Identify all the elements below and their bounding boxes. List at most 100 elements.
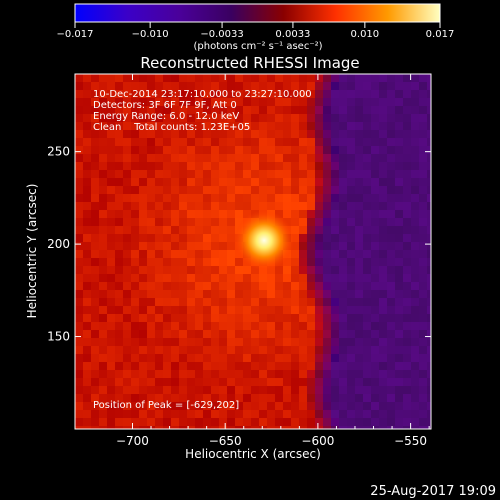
- heatmap-cell: [411, 330, 419, 338]
- heatmap-cell: [115, 274, 123, 282]
- heatmap-cell: [131, 202, 139, 210]
- heatmap-cell: [323, 170, 331, 178]
- heatmap-cell: [331, 394, 339, 402]
- heatmap-cell: [219, 418, 227, 426]
- heatmap-cell: [235, 378, 243, 386]
- heatmap-cell: [315, 98, 323, 106]
- heatmap-cell: [227, 170, 235, 178]
- heatmap-cell: [403, 242, 411, 250]
- heatmap-cell: [235, 306, 243, 314]
- heatmap-cell: [283, 98, 291, 106]
- heatmap-cell: [299, 290, 307, 298]
- heatmap-cell: [75, 362, 83, 370]
- heatmap-cell: [123, 202, 131, 210]
- heatmap-cell: [123, 162, 131, 170]
- heatmap-cell: [379, 170, 387, 178]
- heatmap-cell: [219, 266, 227, 274]
- heatmap-cell: [403, 290, 411, 298]
- heatmap-cell: [123, 194, 131, 202]
- heatmap-cell: [155, 218, 163, 226]
- heatmap-cell: [363, 378, 371, 386]
- heatmap-cell: [371, 90, 379, 98]
- y-tick-label: 250: [47, 145, 70, 159]
- heatmap-cell: [163, 202, 171, 210]
- heatmap-cell: [339, 394, 347, 402]
- heatmap-cell: [307, 218, 315, 226]
- heatmap-cell: [355, 354, 363, 362]
- heatmap-cell: [299, 154, 307, 162]
- heatmap-cell: [275, 322, 283, 330]
- heatmap-cell: [355, 242, 363, 250]
- heatmap-cell: [179, 186, 187, 194]
- heatmap-cell: [299, 346, 307, 354]
- heatmap-cell: [355, 386, 363, 394]
- heatmap-cell: [179, 330, 187, 338]
- heatmap-cell: [203, 138, 211, 146]
- heatmap-cell: [91, 354, 99, 362]
- heatmap-cell: [307, 138, 315, 146]
- heatmap-cell: [355, 98, 363, 106]
- heatmap-cell: [195, 162, 203, 170]
- heatmap-cell: [275, 418, 283, 426]
- heatmap-cell: [387, 306, 395, 314]
- heatmap-cell: [323, 218, 331, 226]
- heatmap-cell: [427, 178, 431, 186]
- heatmap-cell: [123, 322, 131, 330]
- heatmap-cell: [131, 362, 139, 370]
- heatmap-cell: [227, 282, 235, 290]
- heatmap-cell: [307, 226, 315, 234]
- heatmap-cell: [115, 298, 123, 306]
- heatmap-cell: [91, 170, 99, 178]
- heatmap-cell: [299, 138, 307, 146]
- heatmap-cell: [107, 362, 115, 370]
- heatmap-cell: [267, 282, 275, 290]
- heatmap-cell: [243, 114, 251, 122]
- heatmap-cell: [379, 226, 387, 234]
- heatmap-cell: [163, 362, 171, 370]
- heatmap-cell: [107, 242, 115, 250]
- heatmap-cell: [275, 194, 283, 202]
- heatmap-cell: [267, 202, 275, 210]
- heatmap-cell: [107, 338, 115, 346]
- heatmap-cell: [307, 298, 315, 306]
- heatmap-cell: [427, 82, 431, 90]
- heatmap-cell: [331, 218, 339, 226]
- heatmap-cell: [195, 274, 203, 282]
- heatmap-cell: [355, 74, 363, 82]
- heatmap-cell: [395, 362, 403, 370]
- heatmap-cell: [99, 362, 107, 370]
- heatmap-cell: [307, 194, 315, 202]
- heatmap-cell: [203, 330, 211, 338]
- heatmap-cell: [163, 82, 171, 90]
- chart-title: Reconstructed RHESSI Image: [140, 54, 359, 72]
- heatmap-cell: [355, 298, 363, 306]
- heatmap-cell: [403, 314, 411, 322]
- heatmap-cell: [203, 106, 211, 114]
- heatmap-cell: [243, 378, 251, 386]
- heatmap-cell: [195, 186, 203, 194]
- heatmap-cell: [235, 338, 243, 346]
- heatmap-cell: [259, 354, 267, 362]
- heatmap-cell: [283, 354, 291, 362]
- heatmap-cell: [163, 370, 171, 378]
- heatmap-cell: [291, 234, 299, 242]
- heatmap-cell: [83, 122, 91, 130]
- heatmap-cell: [331, 186, 339, 194]
- heatmap-cell: [227, 266, 235, 274]
- heatmap-cell: [315, 210, 323, 218]
- heatmap-cell: [75, 226, 83, 234]
- heatmap-cell: [227, 394, 235, 402]
- heatmap-cell: [99, 282, 107, 290]
- heatmap-cell: [395, 154, 403, 162]
- heatmap-cell: [227, 362, 235, 370]
- heatmap-cell: [291, 402, 299, 410]
- heatmap-cell: [155, 146, 163, 154]
- heatmap-cell: [315, 138, 323, 146]
- heatmap-cell: [155, 258, 163, 266]
- heatmap-cell: [235, 82, 243, 90]
- heatmap-cell: [259, 306, 267, 314]
- heatmap-cell: [139, 402, 147, 410]
- heatmap-cell: [211, 154, 219, 162]
- heatmap-cell: [275, 410, 283, 418]
- heatmap-cell: [307, 202, 315, 210]
